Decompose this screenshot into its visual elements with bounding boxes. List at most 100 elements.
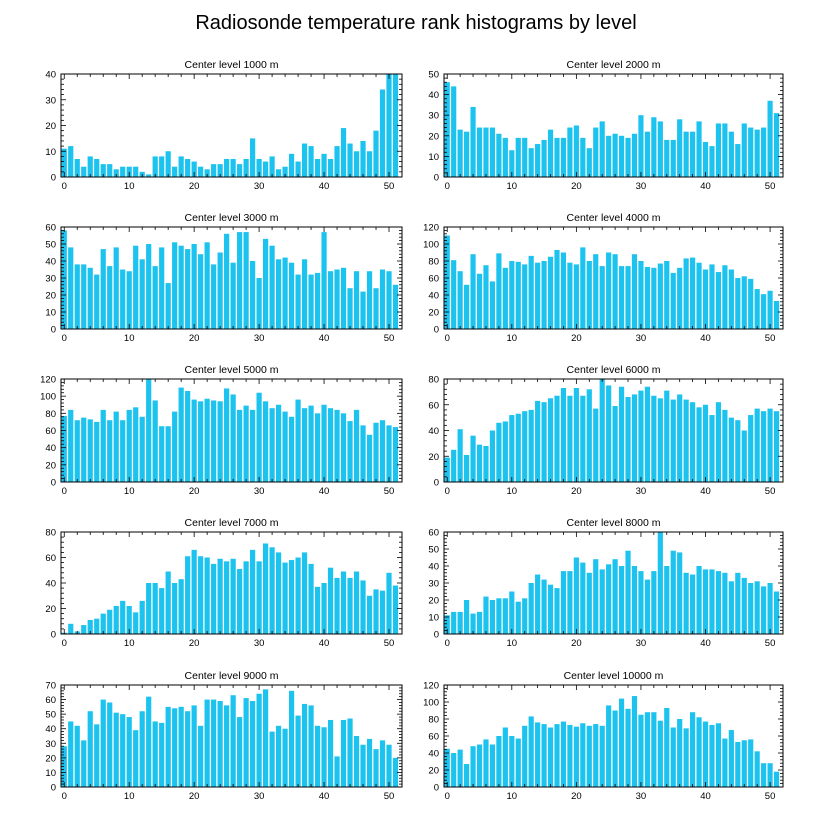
bar [340,413,347,482]
bar [68,721,74,787]
bar [178,245,184,329]
y-tick-label: 120 [40,375,56,386]
bar [275,259,282,329]
y-tick-label: 100 [423,240,439,251]
bar [709,724,715,787]
bar [237,164,243,178]
bar [185,556,191,634]
y-tick-label: 60 [45,223,56,234]
y-tick-label: 20 [428,452,439,463]
bar [573,388,579,482]
panel-title: Center level 3000 m [185,212,279,224]
bar [618,386,625,482]
bar [728,581,734,634]
bar [631,254,638,329]
bar [476,127,483,177]
bar [185,158,191,177]
bar [295,161,301,177]
x-tick-label: 30 [254,181,265,192]
y-tick-label: 30 [45,95,56,106]
bar [451,86,457,177]
x-tick-label: 10 [507,181,518,192]
bar [509,150,515,177]
y-tick-label: 0 [434,630,439,641]
bar [386,74,392,177]
bar [586,261,592,329]
bar [483,445,489,482]
bar [340,571,347,634]
y-tick-label: 40 [428,291,439,302]
bar [237,232,243,329]
bar [81,417,87,483]
bar [541,579,547,634]
bar [606,385,612,482]
bar [386,572,392,634]
bar [709,146,715,177]
bar [593,724,599,787]
y-tick-label: 50 [45,710,56,721]
bar [191,244,197,329]
bar [172,242,178,329]
bar [644,712,650,787]
bar [172,583,178,634]
bar [476,744,483,787]
bar [690,574,696,634]
bar [612,710,618,787]
y-tick-label: 40 [45,724,56,735]
x-tick-label: 50 [384,333,395,344]
y-tick-label: 10 [428,613,439,624]
x-tick-label: 50 [384,486,395,497]
bar [535,722,541,787]
bar [522,411,528,482]
bar [100,699,106,787]
bar [644,386,650,482]
bar [606,135,612,177]
y-tick-label: 50 [428,70,439,81]
bar [87,711,93,787]
bar [535,400,541,482]
x-tick-label: 50 [765,638,776,649]
bar [327,158,334,177]
bar [256,392,262,482]
bar [107,609,113,634]
x-tick-label: 40 [700,181,711,192]
bar [528,716,534,787]
bar [107,702,113,787]
bar [651,267,657,329]
bar [185,711,191,787]
bar [347,288,353,329]
bar [120,714,126,787]
x-tick-label: 40 [319,638,330,649]
bar [275,725,282,787]
bar [631,133,638,177]
panel-title: Center level 9000 m [185,670,279,682]
bar [152,583,158,634]
bar [185,391,191,482]
x-tick-label: 10 [124,181,135,192]
bar [483,265,489,329]
bar [250,138,256,178]
panel-6: Center level 6000 m 0 10 20 30 40 50 0 20 40 60 80 [428,364,784,497]
bar [664,261,670,329]
bar [444,457,450,482]
bar [81,625,87,634]
bar [554,249,560,329]
bar [690,402,696,482]
bar [366,738,373,787]
y-tick-label: 40 [45,579,56,590]
bar [360,291,366,329]
y-tick-label: 0 [51,630,56,641]
y-tick-label: 120 [423,681,439,692]
bar [457,271,463,329]
bar [761,411,767,482]
x-tick-label: 30 [636,638,647,649]
bar [470,613,476,634]
bar [366,434,373,482]
bar [230,394,236,482]
y-tick-label: 20 [428,131,439,142]
bar [360,140,366,177]
bar [159,588,165,634]
bar [340,128,347,177]
bar [334,146,340,177]
bar [314,272,321,329]
